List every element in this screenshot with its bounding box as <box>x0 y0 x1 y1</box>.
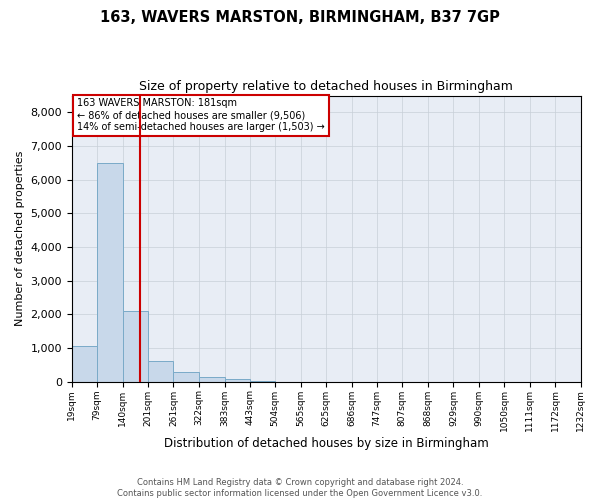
Text: Contains HM Land Registry data © Crown copyright and database right 2024.
Contai: Contains HM Land Registry data © Crown c… <box>118 478 482 498</box>
Text: 163 WAVERS MARSTON: 181sqm
← 86% of detached houses are smaller (9,506)
14% of s: 163 WAVERS MARSTON: 181sqm ← 86% of deta… <box>77 98 325 132</box>
Bar <box>224 379 250 382</box>
Bar <box>173 372 199 382</box>
Bar <box>199 378 224 382</box>
Bar <box>250 380 275 382</box>
Title: Size of property relative to detached houses in Birmingham: Size of property relative to detached ho… <box>139 80 513 93</box>
Text: 163, WAVERS MARSTON, BIRMINGHAM, B37 7GP: 163, WAVERS MARSTON, BIRMINGHAM, B37 7GP <box>100 10 500 25</box>
Bar <box>97 163 122 382</box>
Bar <box>122 311 148 382</box>
X-axis label: Distribution of detached houses by size in Birmingham: Distribution of detached houses by size … <box>164 437 488 450</box>
Y-axis label: Number of detached properties: Number of detached properties <box>15 151 25 326</box>
Bar <box>72 346 97 382</box>
Bar <box>148 362 173 382</box>
